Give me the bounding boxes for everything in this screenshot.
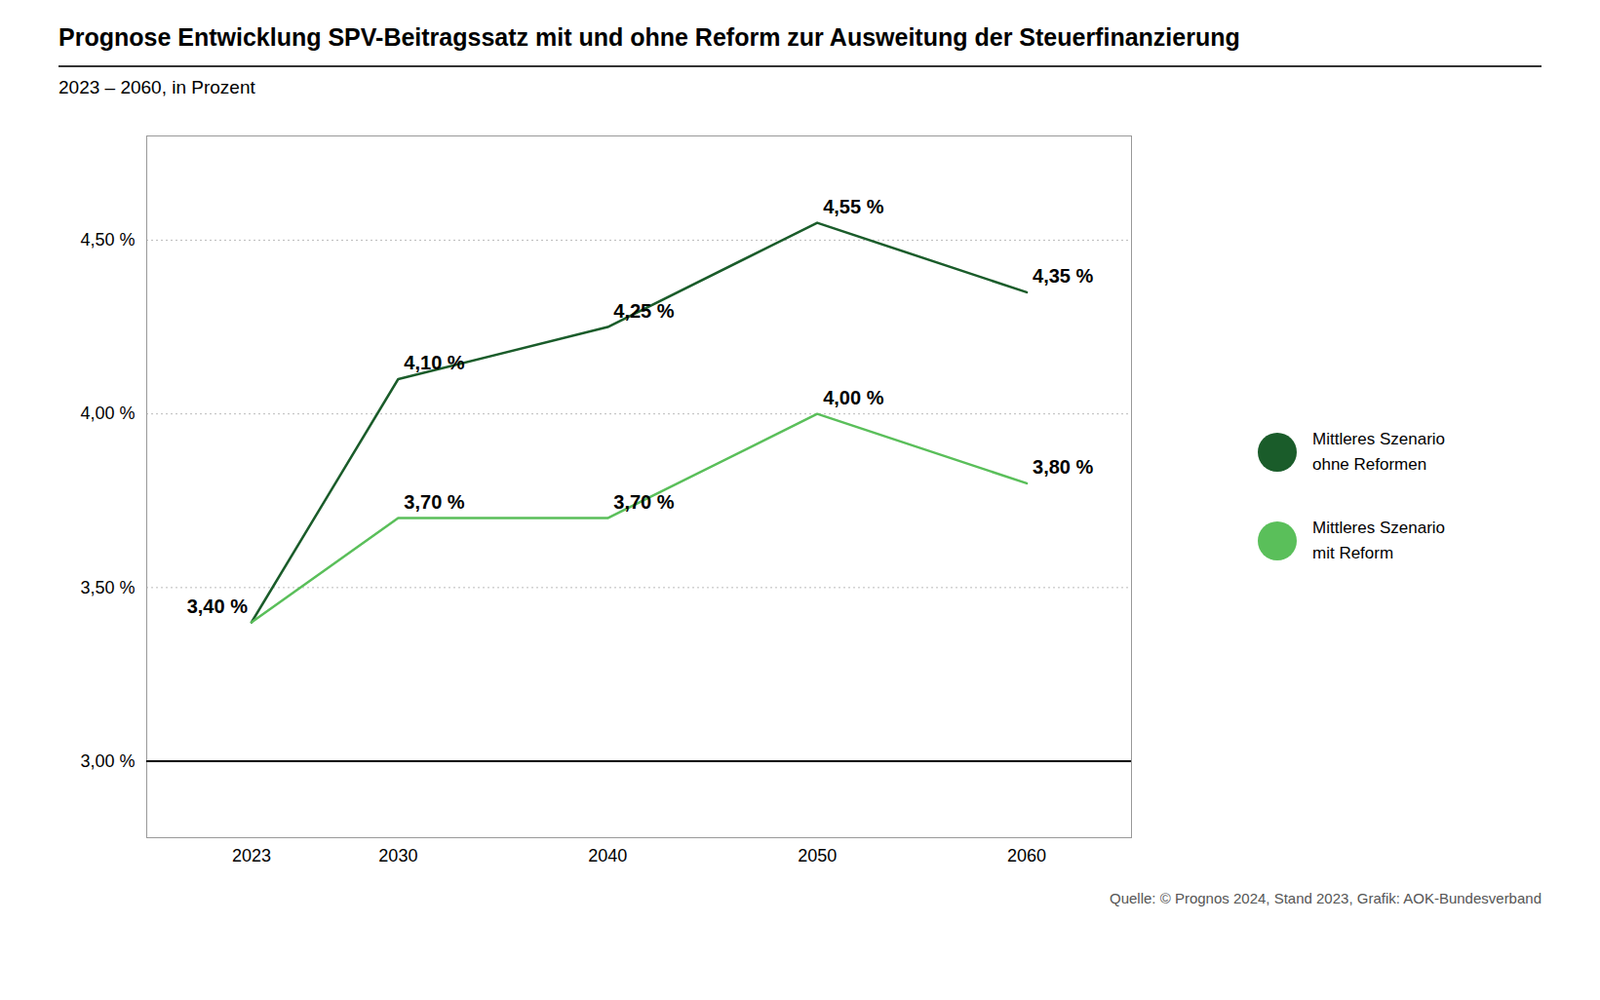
svg-text:4,50 %: 4,50 %	[79, 230, 135, 250]
svg-text:3,70 %: 3,70 %	[613, 491, 674, 513]
svg-text:4,00 %: 4,00 %	[79, 403, 135, 424]
svg-text:2023: 2023	[232, 846, 272, 866]
svg-text:4,00 %: 4,00 %	[822, 387, 884, 409]
svg-text:3,50 %: 3,50 %	[79, 578, 135, 598]
svg-text:3,70 %: 3,70 %	[403, 491, 465, 513]
html-text:Quelle: © Prognos 2024, Stand: Quelle: © Prognos 2024, Stand 2023, Graf…	[1109, 890, 1542, 907]
svg-text:3,80 %: 3,80 %	[1032, 456, 1093, 478]
svg-text:4,25 %: 4,25 %	[613, 300, 674, 322]
svg-text:2040: 2040	[587, 846, 627, 866]
svg-text:2050: 2050	[797, 846, 837, 866]
svg-text:2030: 2030	[378, 846, 418, 866]
svg-text:4,35 %: 4,35 %	[1032, 265, 1093, 287]
svg-text:3,00 %: 3,00 %	[79, 751, 135, 772]
html-text:Mittleres Szenario ohne Reform: Mittleres Szenario ohne Reformen	[1312, 429, 1446, 474]
svg-text:4,10 %: 4,10 %	[403, 351, 465, 374]
svg-text:4,55 %: 4,55 %	[822, 195, 884, 218]
html-text:Prognose Entwicklung SPV-Beitr: Prognose Entwicklung SPV-Beitragssatz mi…	[58, 23, 1240, 51]
html-text:2023 – 2060, in Prozent: 2023 – 2060, in Prozent	[58, 77, 256, 98]
svg-text:3,40 %: 3,40 %	[187, 595, 248, 618]
html-text:Mittleres Szenario mit Reform: Mittleres Szenario mit Reform	[1312, 518, 1446, 563]
svg-text:2060: 2060	[1007, 846, 1047, 866]
